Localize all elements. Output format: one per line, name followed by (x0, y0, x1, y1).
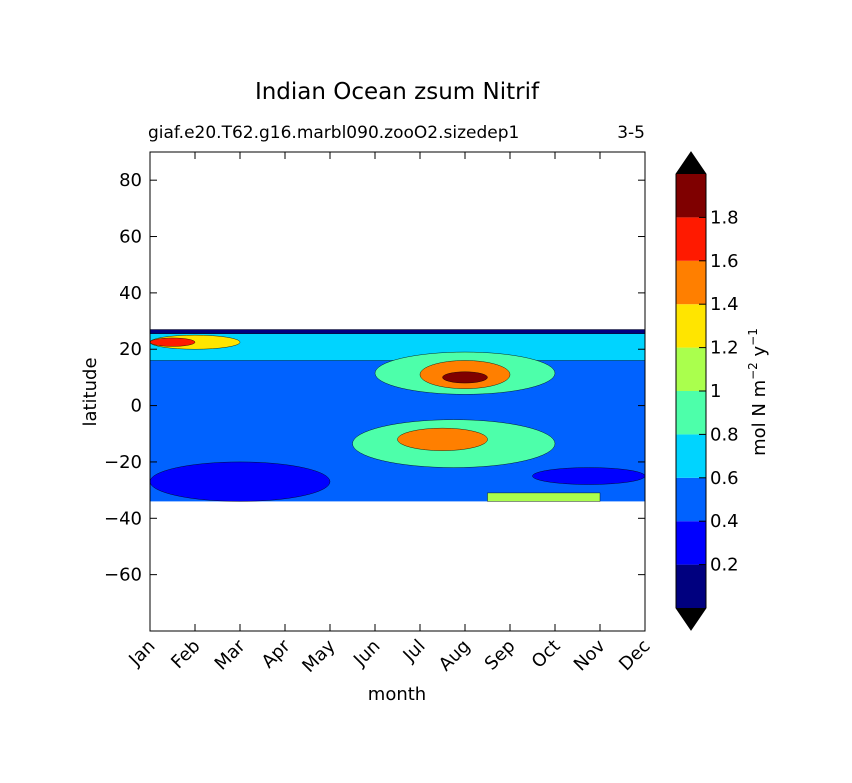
x-tick-label: Aug (435, 636, 475, 676)
x-tick-label: Feb (167, 636, 204, 673)
colorbar-segment (676, 347, 706, 391)
colorbar-segment (676, 217, 706, 261)
plot-area (149, 151, 646, 632)
chart-subtitle-right: 3-5 (617, 123, 645, 143)
x-tick-label: Oct (528, 636, 565, 673)
colorbar-segment (676, 260, 706, 305)
colorbar-tick-label: 1.8 (710, 207, 739, 228)
colorbar-tick-label: 1.6 (710, 251, 739, 272)
y-tick-label: 0 (131, 396, 142, 417)
colorbar-tick-label: 0.2 (710, 555, 739, 576)
colorbar-segment (676, 304, 706, 348)
plot-frame (149, 151, 646, 632)
chart-subtitle-left: giaf.e20.T62.g16.marbl090.zooO2.sizedep1 (148, 123, 519, 143)
y-tick-label: 80 (119, 170, 142, 191)
colorbar-label-exp2: −1 (746, 328, 760, 346)
contour-south-low-dec (532, 467, 645, 485)
y-tick-label: 20 (119, 339, 142, 360)
colorbar-segment (676, 521, 706, 565)
x-tick-label: Nov (570, 635, 610, 675)
y-tick-label: 60 (119, 227, 142, 248)
colorbar-label: mol N m−2 y−1 (746, 328, 770, 456)
x-tick-label: Jan (124, 636, 159, 671)
colorbar-segment (676, 477, 706, 522)
y-axis-label: latitude (80, 357, 101, 426)
x-tick-label: Dec (615, 636, 654, 675)
colorbar-tick-label: 1.2 (710, 338, 739, 359)
y-tick-label: −40 (104, 508, 142, 529)
colorbar: 0.2 0.4 0.6 0.8 1 1.2 1.4 1.6 1.8 (675, 151, 739, 631)
colorbar-tick-label: 0.6 (710, 468, 739, 489)
colorbar-label-exp1: −2 (746, 362, 760, 380)
contour-summer-south-high (397, 427, 488, 451)
colorbar-label-mid: y (749, 345, 770, 362)
contour-north-edge-band (150, 329, 645, 334)
x-tick-label: May (298, 635, 339, 676)
colorbar-segment (676, 174, 706, 218)
colorbar-label-main: mol N m (749, 380, 770, 456)
colorbar-outline (675, 151, 707, 631)
x-tick-label: Mar (211, 635, 250, 674)
contour-south-edge-sep (487, 492, 601, 502)
y-axis: 80 60 40 20 0 −20 −40 −60 (104, 170, 645, 586)
colorbar-segment (676, 434, 706, 478)
colorbar-segment (676, 564, 706, 608)
colorbar-segment (676, 391, 706, 435)
y-tick-label: 40 (119, 283, 142, 304)
colorbar-under-arrow (676, 608, 706, 630)
x-tick-label: Apr (258, 635, 295, 672)
x-tick-label: Jul (399, 636, 430, 667)
contour-north-coastal-peak (150, 337, 196, 347)
contour-south-low (150, 461, 331, 502)
x-axis-label: month (368, 684, 426, 705)
colorbar-tick-label: 1.4 (710, 294, 739, 315)
colorbar-tick-label: 1 (710, 381, 721, 402)
y-tick-label: −60 (104, 565, 142, 586)
y-tick-label: −20 (104, 452, 142, 473)
colorbar-over-arrow (676, 152, 706, 174)
chart-title: Indian Ocean zsum Nitrif (255, 79, 540, 105)
contour-fields (150, 329, 645, 502)
colorbar-tick-label: 0.4 (710, 511, 739, 532)
contour-summer-north-peak (442, 371, 488, 384)
x-tick-label: Jun (349, 636, 384, 671)
x-tick-label: Sep (481, 636, 520, 675)
colorbar-tick-label: 0.8 (710, 424, 739, 445)
